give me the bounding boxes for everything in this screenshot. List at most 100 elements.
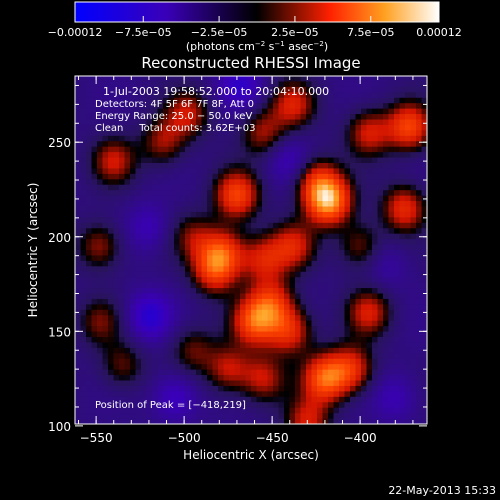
heatmap-cell (240, 157, 247, 164)
heatmap-cell (256, 309, 263, 316)
heatmap-cell (91, 179, 98, 186)
heatmap-cell (185, 211, 192, 218)
heatmap-cell (179, 413, 186, 420)
heatmap-cell (410, 266, 417, 273)
heatmap-cell (152, 358, 159, 365)
heatmap-cell (135, 157, 142, 164)
heatmap-cell (80, 184, 87, 191)
heatmap-cell (146, 76, 153, 83)
heatmap-cell (124, 146, 131, 153)
heatmap-cell (179, 255, 186, 262)
heatmap-cell (355, 103, 362, 110)
heatmap-cell (108, 282, 115, 289)
heatmap-cell (383, 179, 390, 186)
heatmap-cell (174, 130, 181, 137)
heatmap-cell (410, 173, 417, 180)
heatmap-cell (223, 239, 230, 246)
heatmap-cell (278, 347, 285, 354)
heatmap-cell (410, 347, 417, 354)
heatmap-cell (174, 337, 181, 344)
heatmap-cell (344, 97, 351, 104)
heatmap-cell (91, 369, 98, 376)
heatmap-cell (97, 315, 104, 322)
heatmap-cell (185, 217, 192, 224)
heatmap-cell (388, 228, 395, 235)
heatmap-cell (377, 173, 384, 180)
heatmap-cell (245, 173, 252, 180)
heatmap-cell (278, 282, 285, 289)
heatmap-cell (328, 353, 335, 360)
heatmap-cell (234, 179, 241, 186)
heatmap-cell (295, 375, 302, 382)
heatmap-cell (190, 331, 197, 338)
heatmap-cell (212, 114, 219, 121)
heatmap-cell (278, 418, 285, 424)
heatmap-cell (185, 130, 192, 137)
heatmap-cell (361, 86, 368, 93)
heatmap-cell (405, 228, 412, 235)
heatmap-cell (163, 266, 170, 273)
heatmap-cell (174, 380, 181, 387)
heatmap-cell (399, 298, 406, 305)
heatmap-cell (289, 76, 296, 83)
heatmap-cell (91, 81, 98, 88)
heatmap-cell (135, 152, 142, 159)
heatmap-cell (289, 298, 296, 305)
heatmap-cell (416, 282, 423, 289)
heatmap-cell (185, 195, 192, 202)
heatmap-cell (152, 337, 159, 344)
heatmap-cell (163, 385, 170, 392)
heatmap-cell (328, 108, 335, 115)
heatmap-cell (273, 255, 280, 262)
heatmap-cell (201, 326, 208, 333)
heatmap-cell (157, 320, 164, 327)
heatmap-cell (256, 222, 263, 229)
heatmap-cell (344, 81, 351, 88)
heatmap-cell (311, 293, 318, 300)
heatmap-cell (212, 179, 219, 186)
heatmap-cell (141, 342, 148, 349)
heatmap-cell (97, 364, 104, 371)
heatmap-cell (416, 119, 423, 126)
heatmap-cell (212, 217, 219, 224)
heatmap-cell (278, 184, 285, 191)
heatmap-cell (97, 385, 104, 392)
heatmap-cell (278, 358, 285, 365)
heatmap-cell (311, 282, 318, 289)
heatmap-cell (405, 179, 412, 186)
heatmap-cell (306, 97, 313, 104)
heatmap-cell (399, 293, 406, 300)
heatmap-cell (75, 103, 82, 110)
heatmap-cell (273, 309, 280, 316)
heatmap-cell (267, 418, 274, 424)
heatmap-cell (339, 413, 346, 420)
heatmap-cell (102, 260, 109, 267)
heatmap-cell (207, 260, 214, 267)
heatmap-cell (372, 358, 379, 365)
heatmap-cell (240, 184, 247, 191)
heatmap-cell (377, 152, 384, 159)
heatmap-cell (245, 228, 252, 235)
heatmap-cell (108, 342, 115, 349)
heatmap-cell (91, 407, 98, 414)
heatmap-cell (157, 211, 164, 218)
heatmap-cell (86, 255, 93, 262)
heatmap-cell (394, 266, 401, 273)
heatmap-cell (278, 92, 285, 99)
heatmap-cell (317, 331, 324, 338)
heatmap-cell (300, 282, 307, 289)
heatmap-cell (421, 326, 427, 333)
heatmap-cell (410, 271, 417, 278)
heatmap-cell (218, 407, 225, 414)
heatmap-cell (212, 271, 219, 278)
heatmap-cell (80, 211, 87, 218)
heatmap-cell (361, 358, 368, 365)
heatmap-cell (355, 239, 362, 246)
heatmap-cell (201, 184, 208, 191)
heatmap-cell (245, 369, 252, 376)
heatmap-cell (278, 86, 285, 93)
heatmap-cell (284, 222, 291, 229)
heatmap-cell (328, 184, 335, 191)
heatmap-cell (157, 255, 164, 262)
heatmap-cell (157, 135, 164, 142)
